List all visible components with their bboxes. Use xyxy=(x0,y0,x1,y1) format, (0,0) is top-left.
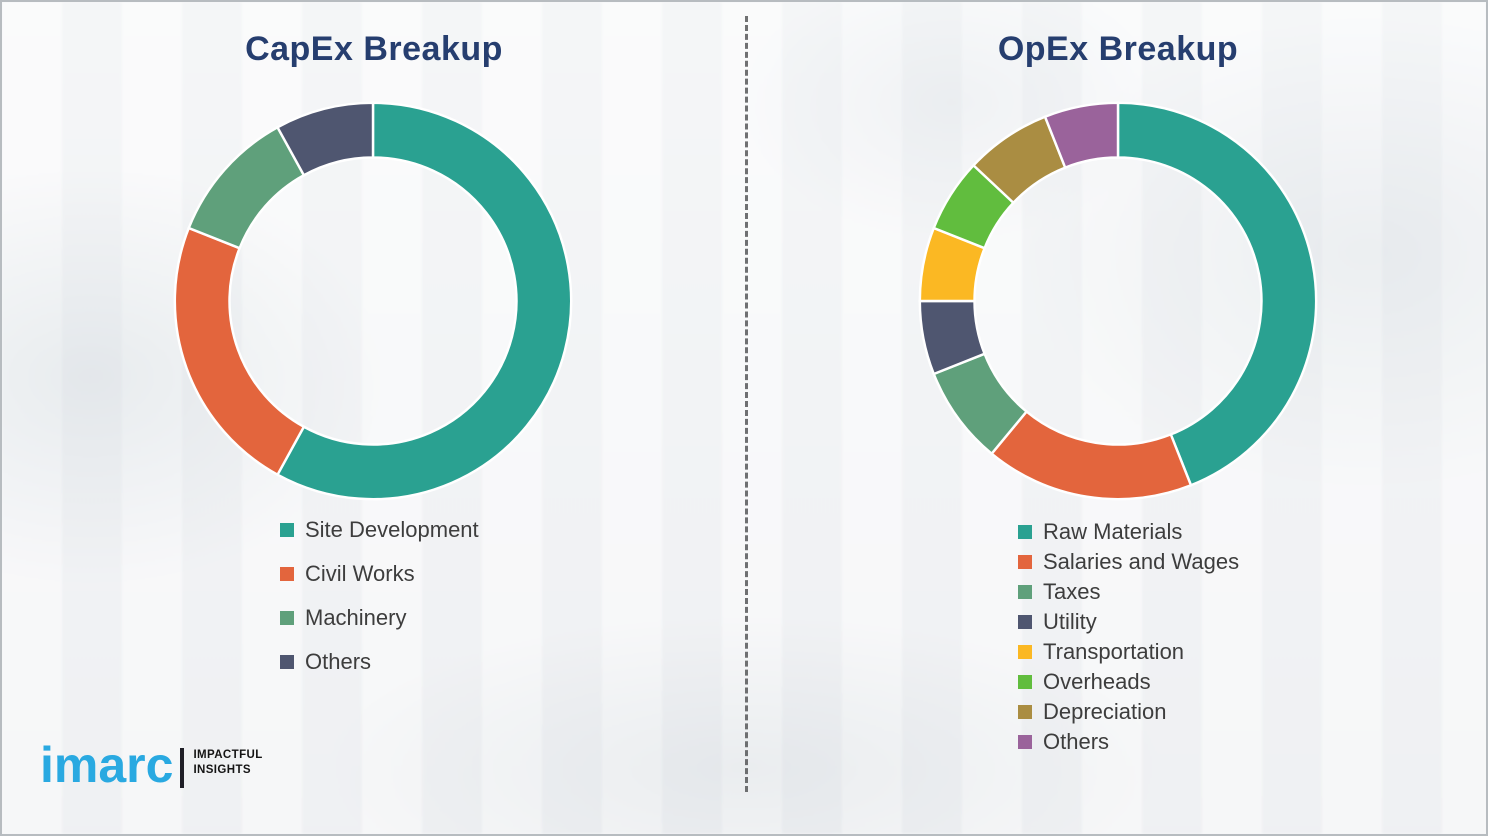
capex-title: CapEx Breakup xyxy=(245,30,503,68)
donut-slice-site-development xyxy=(275,101,573,501)
legend-label: Others xyxy=(1043,729,1110,754)
legend-swatch xyxy=(1018,675,1032,689)
legend-swatch xyxy=(1018,525,1032,539)
legend-label: Taxes xyxy=(1043,579,1101,604)
imarc-logo: imarc IMPACTFUL INSIGHTS xyxy=(40,738,263,793)
legend-item-raw-materials: Raw Materials xyxy=(1018,520,1239,544)
legend-swatch xyxy=(280,523,294,537)
legend-label: Site Development xyxy=(305,517,479,542)
legend-item-utility: Utility xyxy=(1018,610,1239,634)
legend-item-machinery: Machinery xyxy=(280,606,479,630)
legend-label: Salaries and Wages xyxy=(1043,549,1240,574)
legend-swatch xyxy=(280,567,294,581)
imarc-logo-divider-bar xyxy=(180,748,185,788)
legend-item-transportation: Transportation xyxy=(1018,640,1239,664)
donut-slice-salaries-and-wages xyxy=(989,409,1193,501)
opex-title: OpEx Breakup xyxy=(997,30,1239,68)
legend-label: Transportation xyxy=(1043,639,1185,664)
legend-item-salaries-and-wages: Salaries and Wages xyxy=(1018,550,1239,574)
legend-item-taxes: Taxes xyxy=(1018,580,1239,604)
legend-label: Depreciation xyxy=(1043,699,1167,724)
legend-label: Overheads xyxy=(1043,669,1151,694)
legend-item-others: Others xyxy=(280,650,479,674)
legend-label: Machinery xyxy=(305,605,407,630)
legend-label: Others xyxy=(305,649,372,674)
capex-donut-chart xyxy=(168,96,578,506)
legend-label: Utility xyxy=(1043,609,1097,634)
legend-item-site-development: Site Development xyxy=(280,518,479,542)
legend-swatch xyxy=(1018,615,1032,629)
tagline-line-1: IMPACTFUL xyxy=(193,749,263,761)
opex-donut-chart xyxy=(913,96,1323,506)
donut-slice-raw-materials xyxy=(1116,101,1318,487)
legend-swatch xyxy=(1018,555,1032,569)
tagline-line-2: INSIGHTS xyxy=(193,763,251,776)
divider-dashed-line xyxy=(745,16,748,792)
legend-label: Raw Materials xyxy=(1043,519,1183,544)
legend-swatch xyxy=(1018,645,1032,659)
legend-swatch xyxy=(1018,585,1032,599)
legend-swatch xyxy=(280,655,294,669)
legend-swatch xyxy=(280,611,294,625)
legend-swatch xyxy=(1018,735,1032,749)
capex-legend: Site Development Civil Works Machinery Othe… xyxy=(280,518,479,694)
legend-item-depreciation: Depreciation xyxy=(1018,700,1239,724)
legend-item-overheads: Overheads xyxy=(1018,670,1239,694)
donut-slice-civil-works xyxy=(173,226,306,477)
legend-item-others: Others xyxy=(1018,730,1239,754)
imarc-logo-wordmark: imarc xyxy=(40,737,174,793)
legend-item-civil-works: Civil Works xyxy=(280,562,479,586)
opex-legend: Raw Materials Salaries and Wages Taxes Util… xyxy=(1018,520,1239,760)
donut-slice-others xyxy=(1043,101,1120,170)
legend-label: Civil Works xyxy=(305,561,415,586)
legend-swatch xyxy=(1018,705,1032,719)
imarc-logo-tagline: IMPACTFUL INSIGHTS xyxy=(193,748,262,778)
donut-slice-others xyxy=(275,101,375,177)
